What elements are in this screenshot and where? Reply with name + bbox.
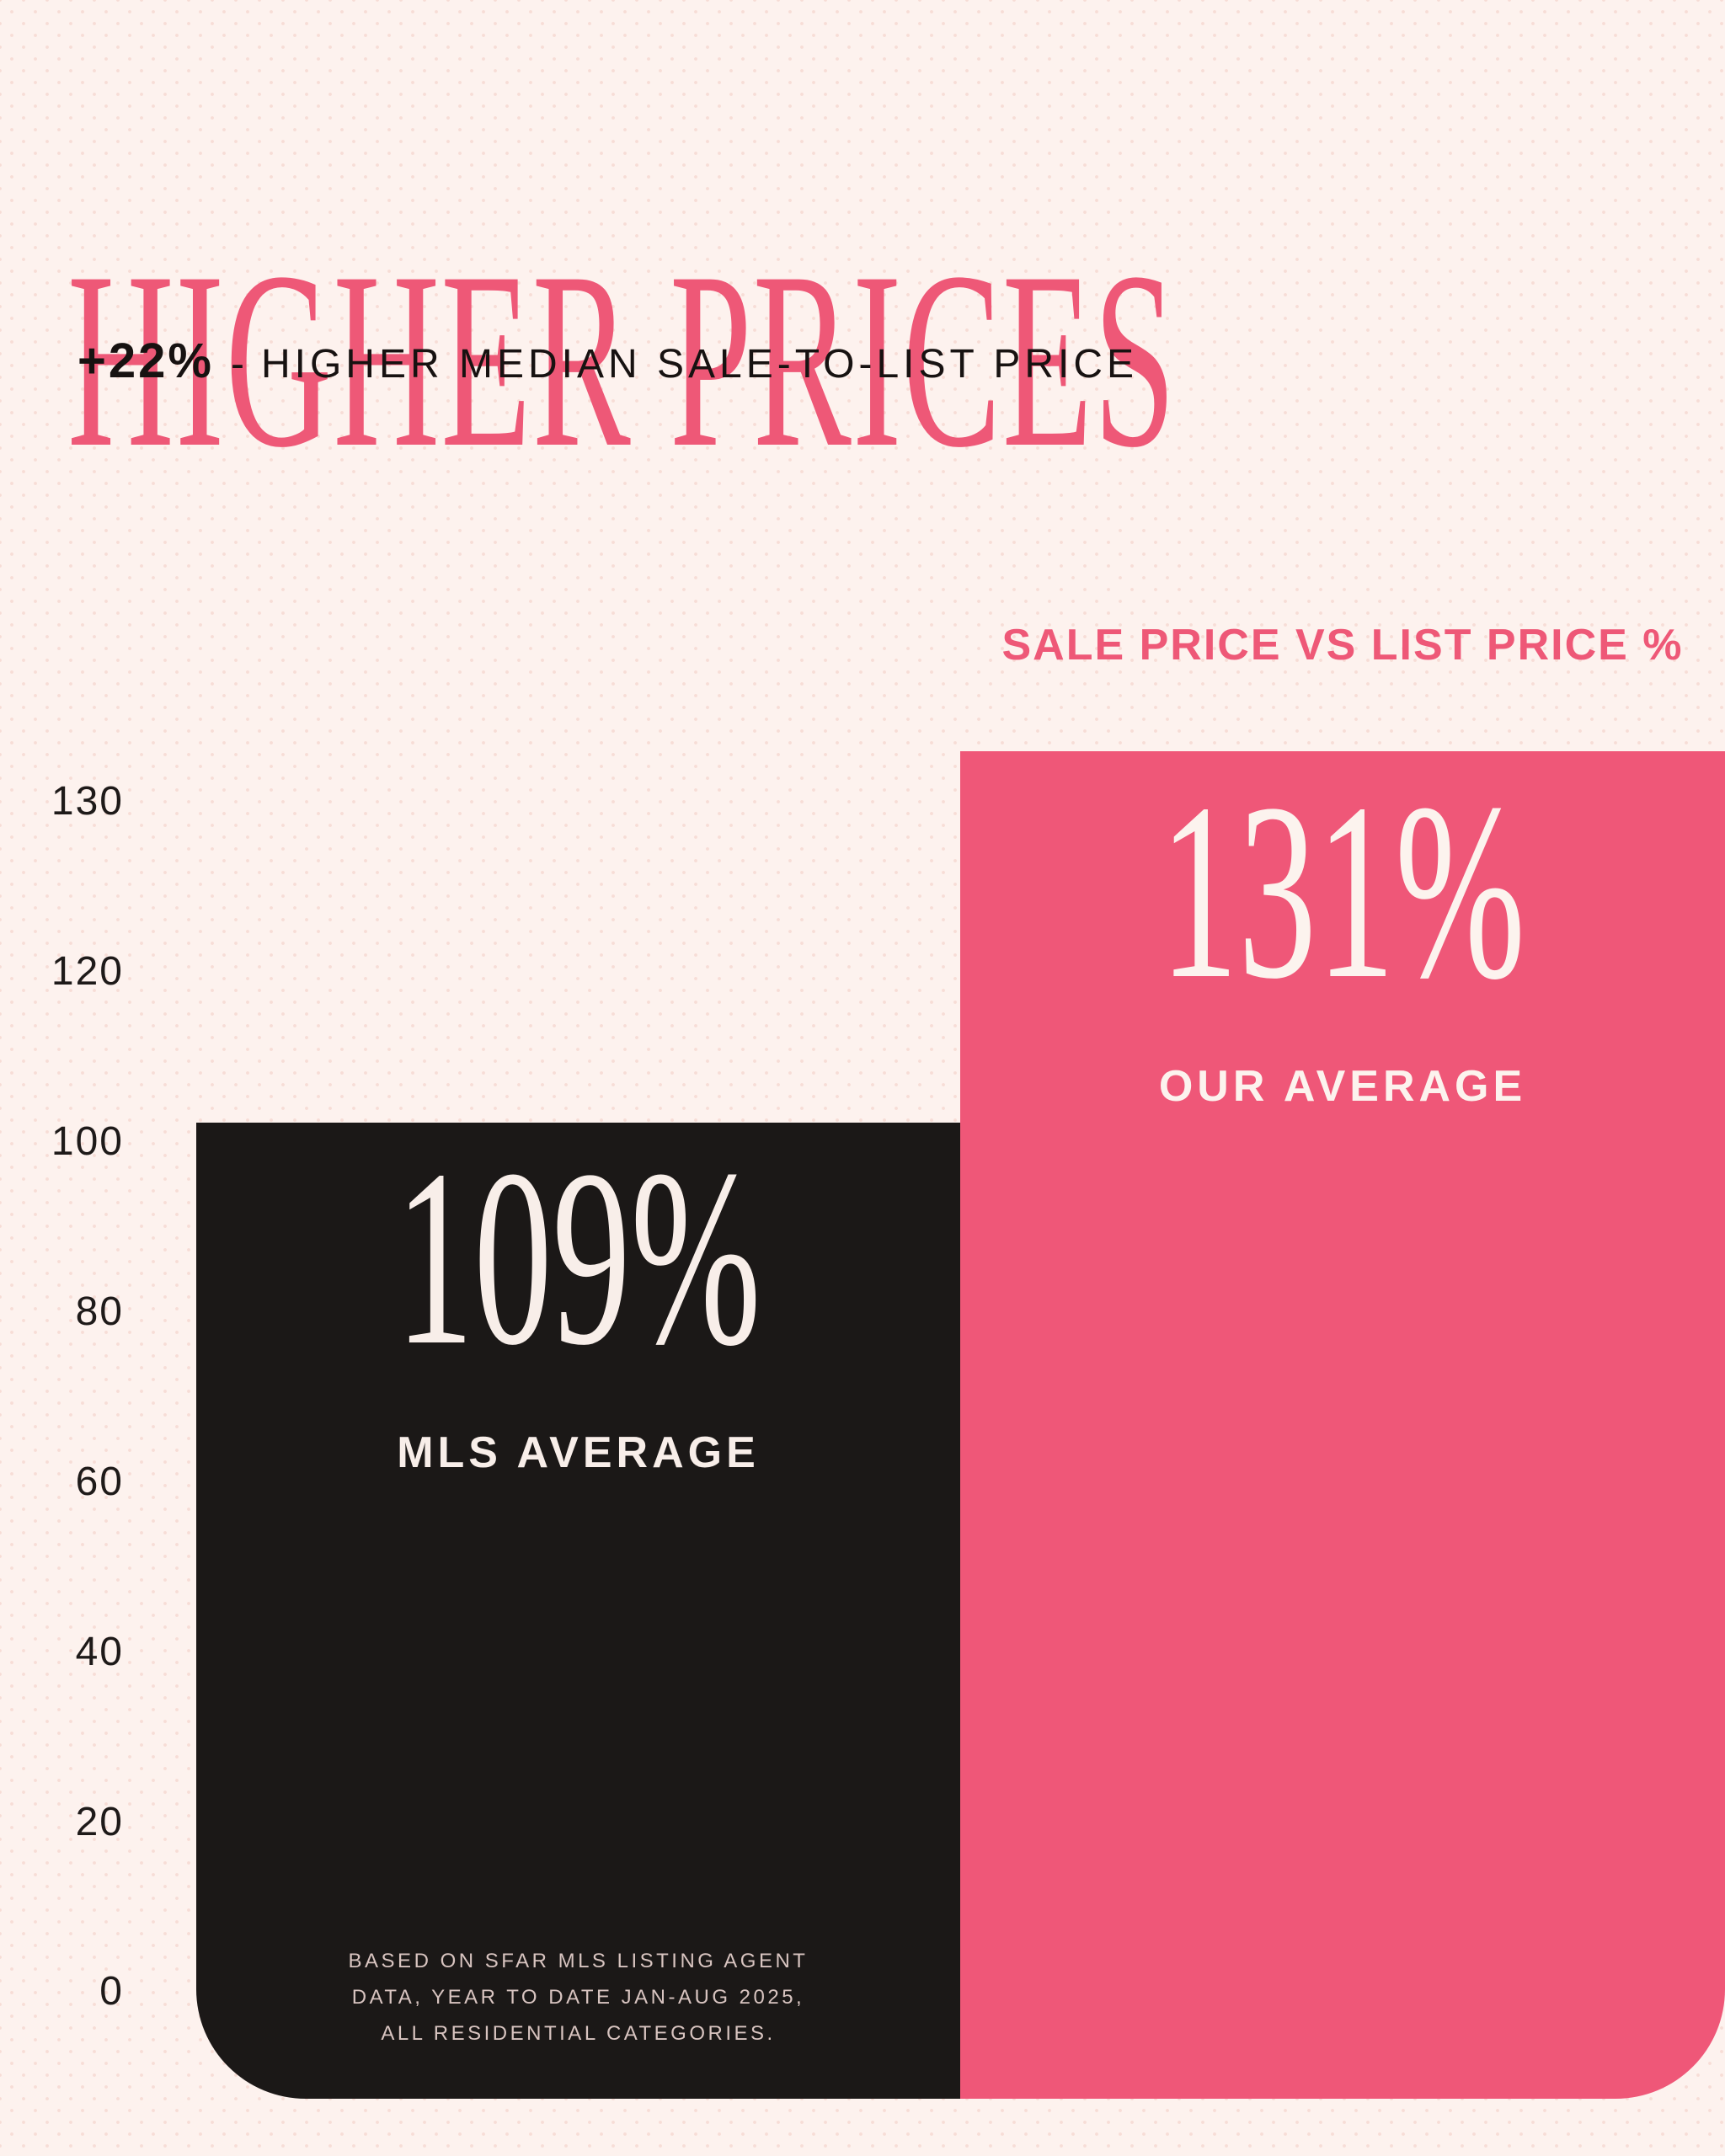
bar-category-label: MLS AVERAGE: [397, 1428, 760, 1477]
y-axis-tick: 40: [75, 1630, 124, 1674]
y-axis-tick: 60: [75, 1460, 124, 1504]
y-axis-tick: 80: [75, 1289, 124, 1334]
bar-value-label: 131%: [1160, 751, 1525, 1031]
subtitle-separator: -: [230, 342, 244, 387]
y-axis-tick: 20: [75, 1800, 124, 1844]
y-axis-tick: 100: [51, 1119, 124, 1164]
bar-category-label: OUR AVERAGE: [1158, 1062, 1527, 1111]
footnote-line: BASED ON SFAR MLS LISTING AGENT: [348, 1950, 809, 1972]
stat-delta: +22%: [77, 334, 214, 388]
footnote-line: DATA, YEAR TO DATE JAN-AUG 2025,: [351, 1986, 805, 2009]
chart-title: SALE PRICE VS LIST PRICE %: [1001, 621, 1684, 670]
y-axis: 130 120 100 80 60 40 20 0: [0, 0, 124, 2156]
bar-our-average: 131% OUR AVERAGE: [960, 751, 1725, 2099]
bar-mls-average: 109% MLS AVERAGE BASED ON SFAR MLS LISTI…: [196, 1123, 960, 2099]
subtitle: +22% - HIGHER MEDIAN SALE-TO-LIST PRICE: [77, 333, 1138, 389]
subtitle-text: HIGHER MEDIAN SALE-TO-LIST PRICE: [260, 342, 1139, 387]
y-axis-tick: 130: [51, 779, 124, 824]
footnote-line: ALL RESIDENTIAL CATEGORIES.: [381, 2022, 776, 2045]
y-axis-tick: 0: [99, 1969, 124, 2014]
chart-footnote: BASED ON SFAR MLS LISTING AGENT DATA, YE…: [196, 1943, 960, 2052]
y-axis-tick: 120: [51, 949, 124, 994]
page-title: HIGHER PRICES: [67, 220, 1177, 499]
bar-value-label: 109%: [395, 1118, 761, 1397]
